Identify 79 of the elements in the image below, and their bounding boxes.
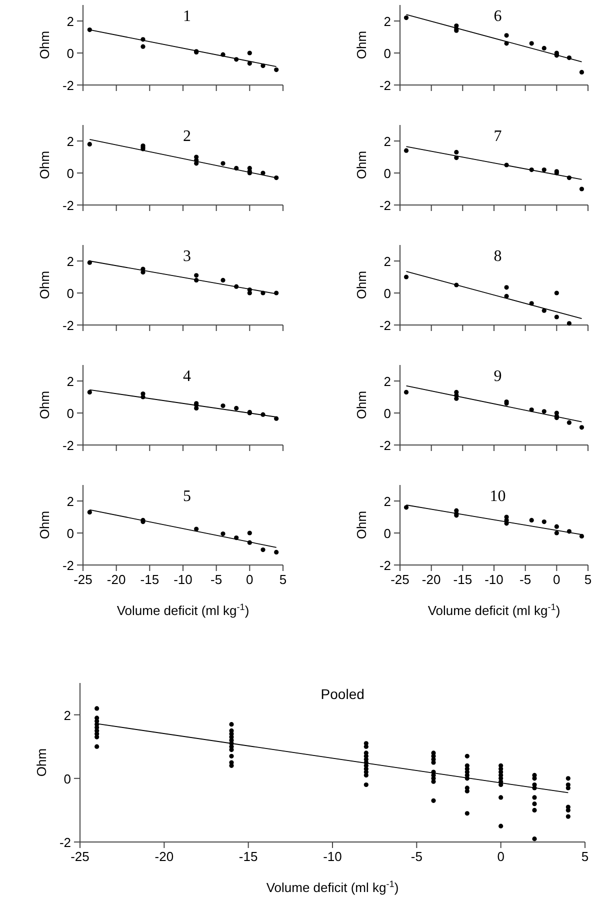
y-axis-title: Ohm <box>354 510 369 540</box>
y-tick-label: 0 <box>66 286 74 301</box>
x-tick-label: -5 <box>410 849 422 864</box>
y-axis-title: Ohm <box>34 748 49 777</box>
y-axis-title: Ohm <box>37 270 52 300</box>
chart-title: 2 <box>183 128 191 145</box>
y-tick-label: 2 <box>66 494 74 509</box>
x-axis-title: Volume deficit (ml kg$^{-1}$) <box>428 602 560 618</box>
x-tick-label: -10 <box>174 572 192 587</box>
y-tick-label: 0 <box>64 771 71 786</box>
y-tick-label: 0 <box>384 526 391 541</box>
chart-title: 7 <box>494 128 502 145</box>
x-tick-label: -25 <box>70 849 90 864</box>
y-tick-label: 2 <box>66 254 74 269</box>
chart-title: 6 <box>494 8 502 25</box>
x-tick-label: -10 <box>484 572 504 587</box>
y-tick-label: -2 <box>379 78 391 93</box>
y-tick-label: 0 <box>66 526 74 541</box>
x-tick-label: -20 <box>422 572 441 587</box>
chart-title: 5 <box>183 488 191 505</box>
x-tick-label: -5 <box>210 572 222 587</box>
chart-title: 9 <box>494 368 502 385</box>
y-tick-label: 0 <box>66 46 74 61</box>
y-tick-label: 0 <box>384 46 391 61</box>
y-tick-label: 0 <box>384 286 391 301</box>
y-axis-title: Ohm <box>354 30 369 60</box>
chart-title: 4 <box>183 368 191 385</box>
y-tick-label: 0 <box>384 166 391 181</box>
y-tick-label: 2 <box>384 374 391 389</box>
x-tick-label: -10 <box>323 849 342 864</box>
y-tick-label: -2 <box>62 558 74 573</box>
y-tick-label: 2 <box>384 134 391 149</box>
x-tick-label: 0 <box>497 849 504 864</box>
y-tick-label: 2 <box>64 708 71 723</box>
x-tick-label: 0 <box>553 572 560 587</box>
x-tick-label: -15 <box>238 849 258 864</box>
chart-title: 1 <box>183 8 191 25</box>
x-tick-label: -15 <box>140 572 160 587</box>
x-axis-title: Volume deficit (ml kg$^{-1}$) <box>116 602 250 618</box>
x-tick-label: 5 <box>581 849 589 864</box>
y-tick-label: -2 <box>379 438 391 453</box>
x-tick-label: 5 <box>584 572 592 587</box>
x-tick-label: 0 <box>246 572 254 587</box>
y-tick-label: 2 <box>66 374 74 389</box>
y-axis-title: Ohm <box>37 30 52 60</box>
y-tick-label: -2 <box>62 438 74 453</box>
y-tick-label: 2 <box>384 254 391 269</box>
y-axis-title: Ohm <box>354 270 369 300</box>
y-axis-title: Ohm <box>37 510 52 540</box>
y-tick-label: 0 <box>384 406 391 421</box>
y-tick-label: 2 <box>384 494 391 509</box>
chart-title: 3 <box>183 248 191 265</box>
x-tick-label: -20 <box>106 572 126 587</box>
y-axis-title: Ohm <box>37 390 52 420</box>
y-tick-label: -2 <box>59 835 71 850</box>
x-tick-label: -5 <box>520 572 532 587</box>
chart-title: 8 <box>494 248 502 265</box>
y-tick-label: 2 <box>384 14 391 29</box>
chart-title: Pooled <box>320 686 364 702</box>
y-tick-label: 2 <box>66 134 74 149</box>
y-tick-label: 0 <box>66 166 74 181</box>
x-axis-title: Volume deficit (ml kg$^{-1}$) <box>266 879 399 895</box>
x-tick-label: -25 <box>390 572 410 587</box>
y-tick-label: -2 <box>379 198 391 213</box>
y-tick-label: 0 <box>66 406 74 421</box>
chart-title: 10 <box>490 488 506 505</box>
y-axis-title: Ohm <box>354 150 369 180</box>
x-tick-label: -15 <box>453 572 472 587</box>
y-tick-label: -2 <box>379 558 391 573</box>
x-tick-label: -25 <box>74 572 92 587</box>
y-tick-label: -2 <box>62 78 74 93</box>
y-axis-title: Ohm <box>37 150 52 180</box>
x-tick-label: -20 <box>154 849 174 864</box>
y-tick-label: -2 <box>62 318 74 333</box>
y-tick-label: -2 <box>379 318 391 333</box>
y-tick-label: 2 <box>66 14 74 29</box>
y-tick-label: -2 <box>62 198 74 213</box>
y-axis-title: Ohm <box>354 390 369 420</box>
x-tick-label: 5 <box>279 572 287 587</box>
